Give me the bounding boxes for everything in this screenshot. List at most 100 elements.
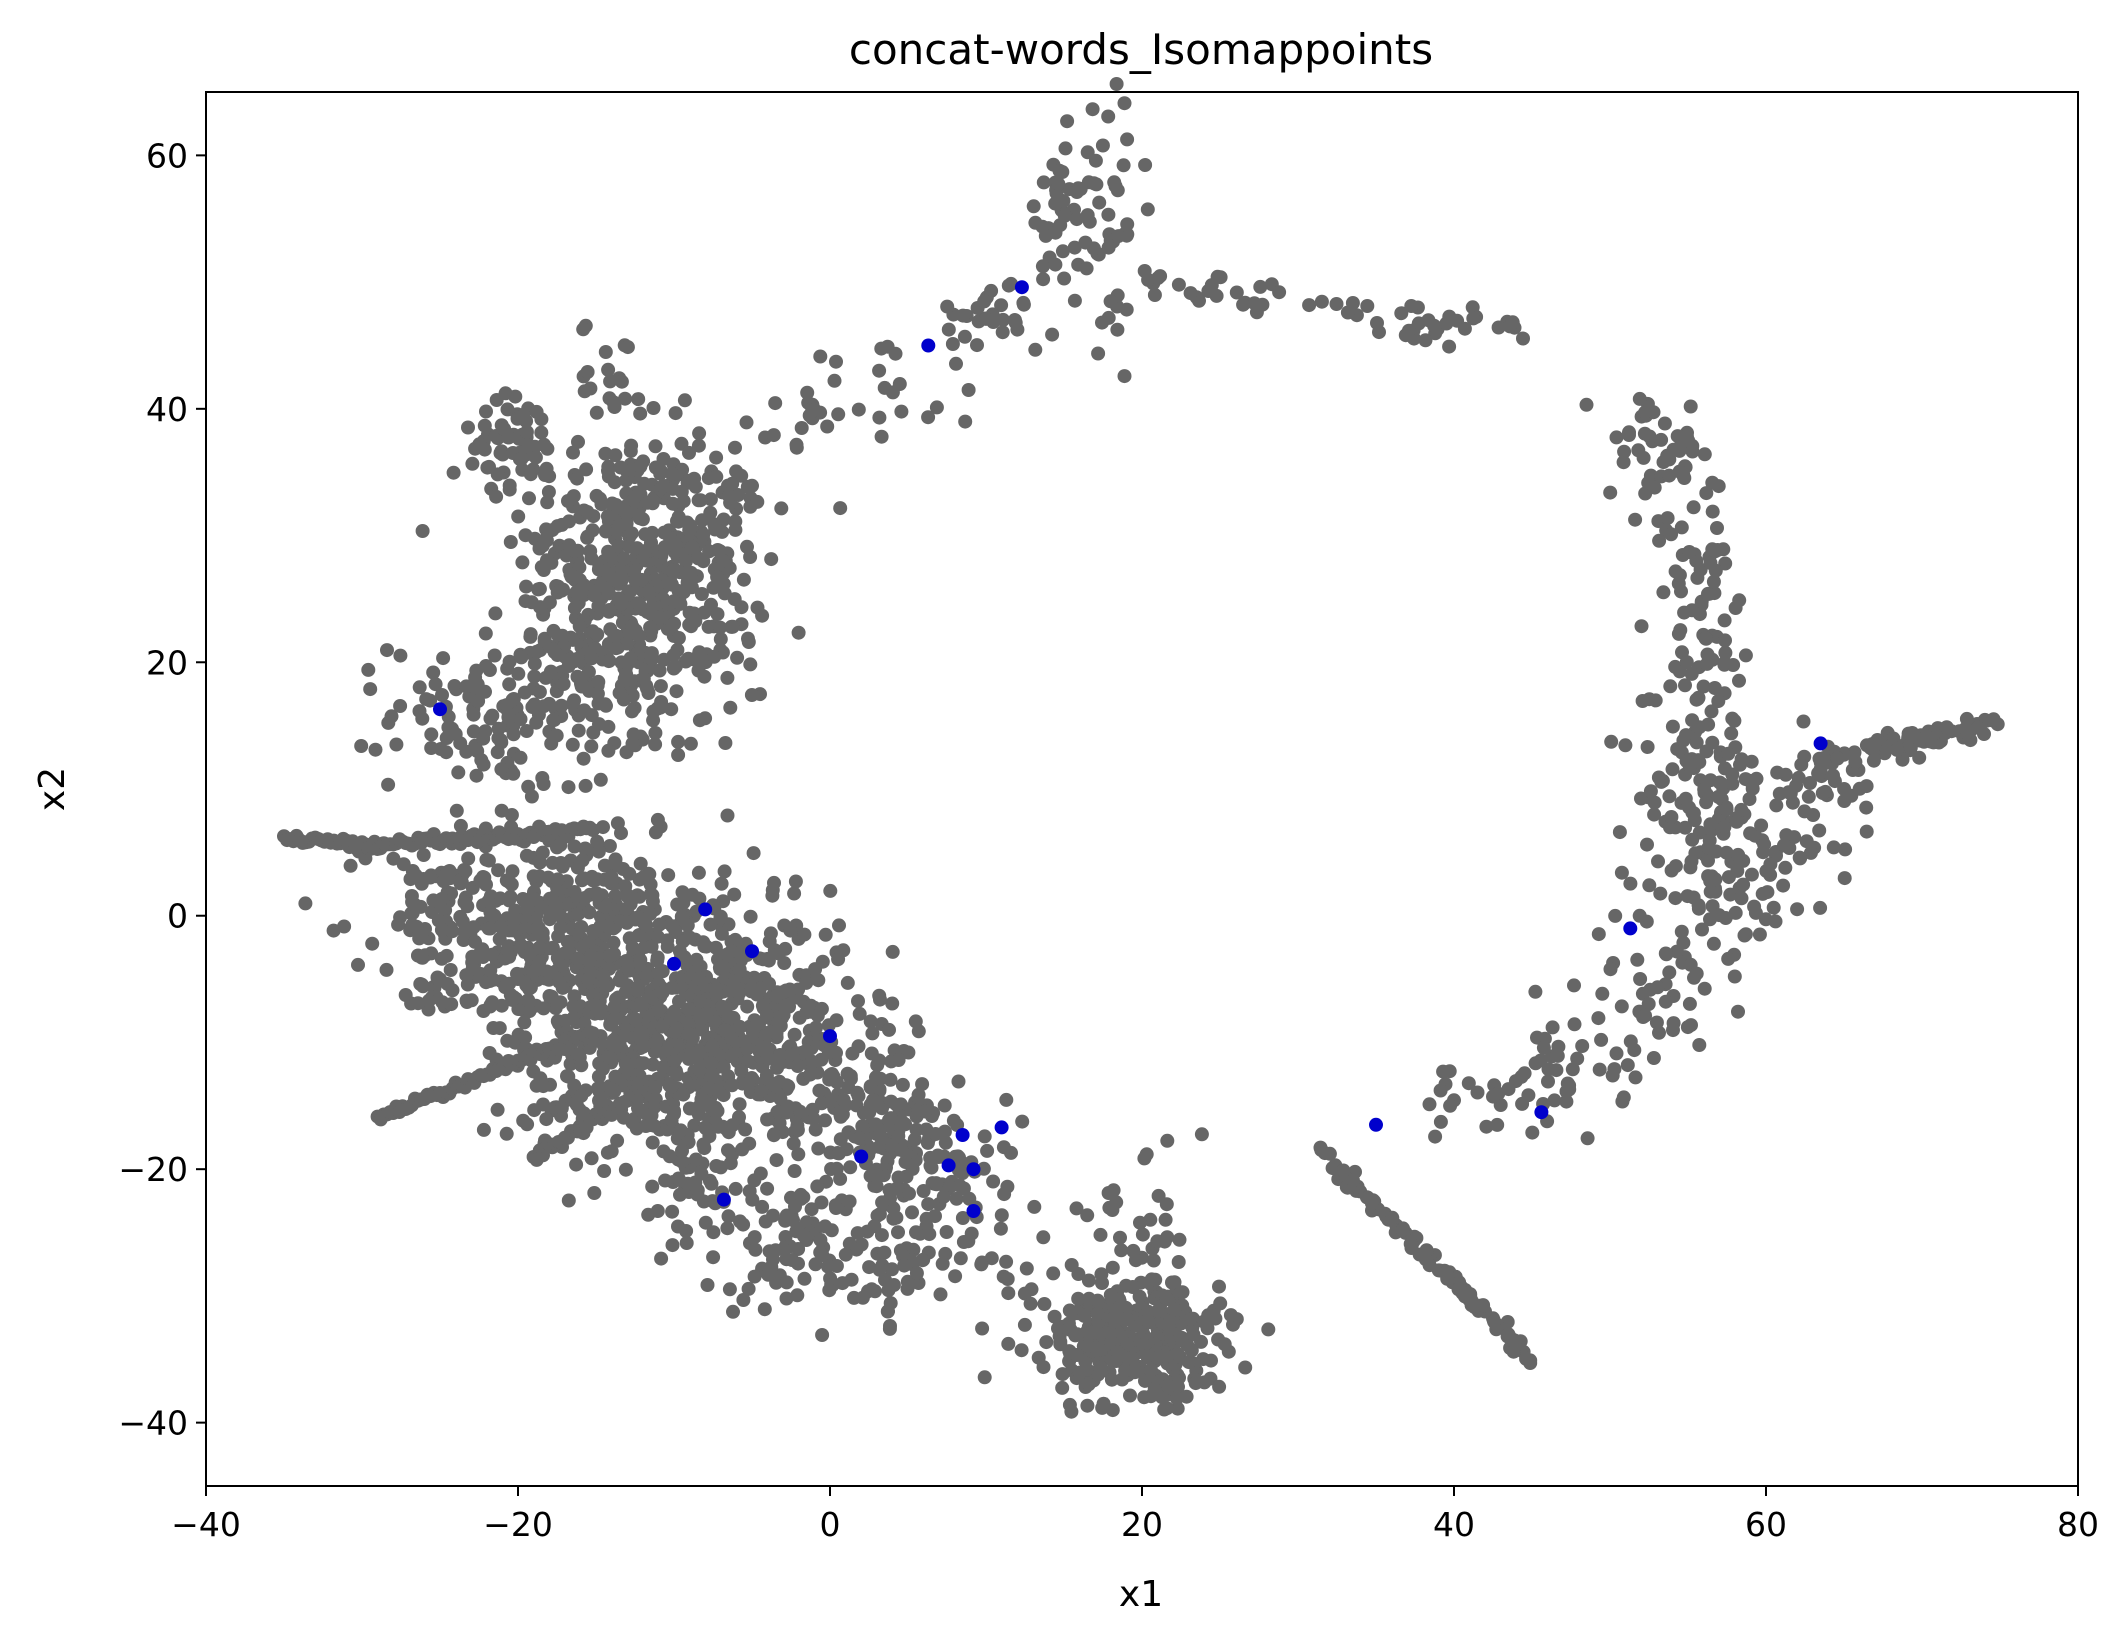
- data-point: [962, 1191, 977, 1206]
- data-point: [493, 733, 508, 748]
- data-point: [1146, 1253, 1161, 1268]
- data-point: [1213, 1296, 1228, 1311]
- data-point: [1069, 212, 1084, 227]
- data-point: [1470, 1085, 1485, 1100]
- data-point: [664, 467, 679, 481]
- data-point: [1793, 851, 1808, 866]
- data-point: [553, 921, 568, 935]
- data-point: [1457, 321, 1472, 336]
- data-point: [604, 1144, 619, 1159]
- data-point: [974, 1257, 989, 1272]
- data-point: [544, 736, 559, 751]
- data-point: [554, 1101, 569, 1116]
- data-point: [588, 998, 603, 1013]
- data-point: [571, 723, 586, 738]
- data-point: [810, 1179, 825, 1194]
- data-point: [516, 407, 531, 422]
- data-point: [1150, 1304, 1165, 1319]
- x-axis-ticks: −40 −20 0 20 40 60 80: [171, 1486, 2099, 1544]
- data-point: [539, 461, 554, 476]
- data-point: [1623, 876, 1638, 891]
- data-point: [1051, 1321, 1065, 1336]
- data-point: [902, 1186, 916, 1201]
- data-point: [769, 1153, 784, 1168]
- data-point: [643, 620, 658, 635]
- data-point: [617, 1028, 632, 1043]
- data-point: [1803, 845, 1818, 860]
- data-point: [1490, 1117, 1505, 1132]
- data-point: [1171, 277, 1186, 292]
- data-point: [938, 1135, 953, 1150]
- data-point: [789, 440, 804, 455]
- data-point: [709, 469, 724, 484]
- data-point: [1738, 648, 1753, 663]
- data-point: [1912, 750, 1927, 765]
- data-point: [872, 1207, 887, 1222]
- data-point: [851, 1089, 866, 1103]
- data-point: [1704, 704, 1719, 719]
- data-point: [779, 1291, 794, 1306]
- data-point: [821, 1045, 836, 1060]
- data-point: [840, 975, 855, 990]
- data-point: [977, 1129, 992, 1144]
- highlight-point: [1014, 280, 1029, 295]
- data-point: [1114, 1243, 1129, 1258]
- data-point: [993, 1221, 1008, 1236]
- data-point: [575, 940, 590, 955]
- data-point: [567, 989, 582, 1004]
- data-point: [798, 1044, 813, 1059]
- data-point: [687, 471, 702, 486]
- data-point: [1647, 807, 1662, 822]
- data-point: [808, 962, 823, 977]
- data-point: [667, 1054, 682, 1069]
- data-point: [539, 1112, 554, 1127]
- data-point: [635, 512, 650, 527]
- data-point: [580, 505, 595, 519]
- data-point: [560, 934, 575, 949]
- data-point: [1120, 217, 1135, 232]
- data-point: [625, 704, 639, 719]
- data-point: [915, 1253, 930, 1268]
- data-point: [494, 803, 509, 818]
- data-point: [648, 1080, 663, 1095]
- data-point: [650, 953, 665, 968]
- data-point: [583, 381, 598, 396]
- data-point: [898, 1155, 913, 1169]
- data-point: [479, 404, 493, 419]
- data-point: [766, 428, 781, 443]
- data-point: [1112, 1300, 1127, 1315]
- data-point: [1714, 777, 1729, 792]
- data-point: [1103, 1288, 1118, 1302]
- data-point: [565, 737, 580, 752]
- data-point: [721, 1143, 735, 1158]
- data-point: [465, 456, 480, 471]
- data-point: [831, 407, 846, 422]
- data-point: [671, 734, 686, 749]
- data-point: [1660, 511, 1675, 526]
- data-point: [556, 677, 571, 691]
- data-point: [482, 1046, 497, 1060]
- data-point: [354, 739, 369, 753]
- data-point: [1123, 1388, 1137, 1403]
- data-point: [539, 533, 554, 548]
- data-point: [1567, 978, 1581, 993]
- data-point: [601, 463, 615, 478]
- data-point: [994, 298, 1009, 313]
- data-point: [1603, 485, 1618, 500]
- data-point: [843, 1160, 858, 1175]
- data-point: [1890, 742, 1905, 757]
- data-point: [1826, 840, 1841, 855]
- data-point: [519, 579, 534, 594]
- data-point: [1140, 202, 1155, 217]
- data-point: [1329, 297, 1344, 311]
- data-point: [701, 619, 716, 634]
- data-point: [766, 1128, 781, 1143]
- data-point: [1634, 619, 1649, 634]
- data-point: [494, 762, 509, 777]
- data-point: [1036, 272, 1051, 287]
- data-point: [1683, 399, 1698, 414]
- data-point: [760, 1112, 775, 1127]
- data-point: [1766, 900, 1781, 915]
- data-point: [1732, 673, 1746, 688]
- data-point: [405, 917, 420, 932]
